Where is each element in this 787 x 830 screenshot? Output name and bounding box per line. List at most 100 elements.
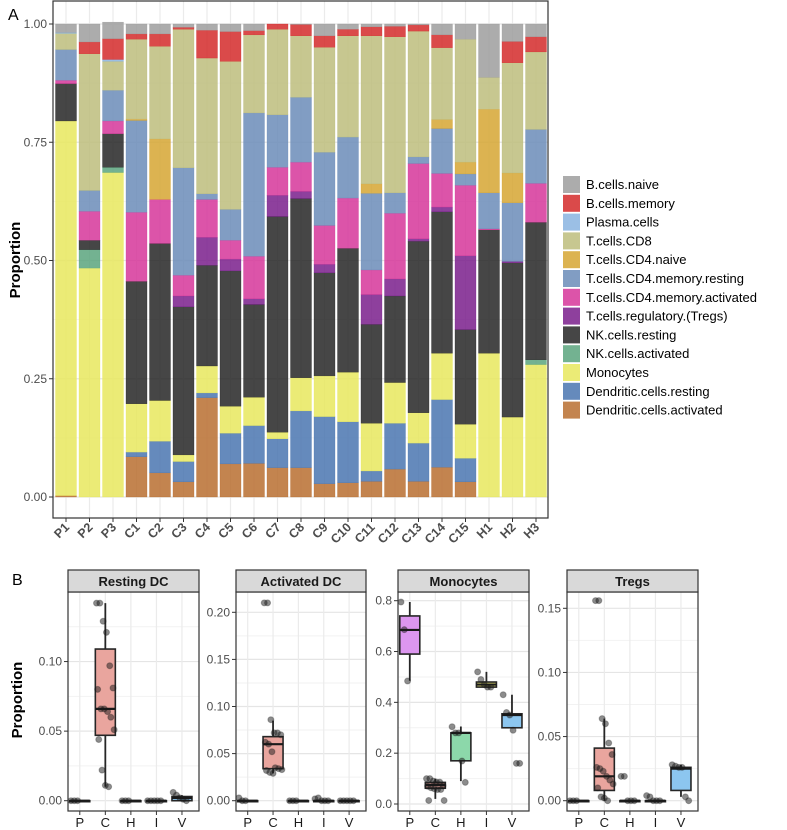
data-point (400, 626, 408, 634)
bar-segment-monocytes (219, 406, 242, 434)
data-point (499, 691, 507, 699)
bar-segment-b-cells-naive (337, 23, 359, 30)
data-point (509, 726, 517, 734)
bar-segment-nk-cells-resting (102, 133, 124, 168)
data-point (264, 599, 272, 607)
y-tick-label: 0.2 (375, 746, 392, 760)
bar-segment-t-cells-cd4-memory-resting (290, 97, 312, 163)
bar-segment-dendritic-cells-activated (384, 468, 406, 498)
bar-segment-b-cells-memory (313, 35, 336, 48)
legend: B.cells.naive B.cells.memory Plasma.cells T… (563, 176, 757, 419)
x-tick-label: H (294, 815, 303, 830)
bar-segment-t-cells-regulatory-tregs- (266, 195, 289, 217)
legend-label: T.cells.regulatory.(Tregs) (586, 309, 728, 324)
bar-segment-dendritic-cells-activated (172, 481, 195, 498)
bar-C13 (407, 23, 430, 498)
bar-segment-nk-cells-activated (78, 249, 101, 269)
bar-segment-nk-cells-resting (219, 270, 242, 407)
legend-key (563, 364, 580, 381)
box-I (144, 797, 168, 805)
bar-segment-t-cells-cd4-memory-activated (360, 269, 383, 295)
x-tick-label: H1 (474, 520, 495, 541)
bar-segment-b-cells-naive (313, 23, 336, 36)
bar-segment-t-cells-regulatory-tregs- (384, 278, 406, 297)
bar-segment-t-cells-cd8 (431, 47, 453, 120)
bar-segment-t-cells-cd4-memory-activated (219, 240, 242, 260)
bar-segment-dendritic-cells-activated (196, 397, 218, 498)
bar-segment-t-cells-regulatory-tregs- (407, 238, 430, 242)
bar-segment-monocytes (125, 403, 148, 453)
bar-segment-t-cells-cd8 (125, 38, 148, 120)
bar-segment-nk-cells-resting (290, 198, 312, 378)
bar-segment-nk-cells-resting (525, 222, 547, 360)
bar-C11 (360, 23, 383, 498)
bar-segment-t-cells-cd4-memory-resting (219, 209, 242, 241)
y-tick-label: 0.00 (538, 794, 562, 808)
bar-H2 (501, 23, 524, 498)
bar-segment-b-cells-naive (125, 23, 148, 35)
bar-segment-nk-cells-resting (125, 281, 148, 404)
bar-segment-b-cells-memory (125, 33, 148, 40)
bar-segment-t-cells-cd4-memory-resting (360, 193, 383, 271)
bar-segment-b-cells-naive (290, 23, 312, 25)
bar-segment-monocytes (360, 423, 383, 472)
data-point (350, 797, 357, 805)
bar-segment-dendritic-cells-resting (219, 432, 242, 465)
y-tick-label: 0.20 (207, 605, 231, 619)
data-point (105, 783, 113, 791)
bar-segment-monocytes (266, 432, 289, 439)
facet-activated-dc: 0.00 0.05 0.10 0.15 0.20 P C H I V Activated DC (207, 569, 367, 830)
bar-segment-nk-cells-resting (337, 248, 359, 373)
bar-P1 (55, 23, 77, 498)
legend-key (563, 270, 580, 287)
facet-tregs: 0.00 0.05 0.10 0.15 P C H I V Tregs (538, 569, 699, 830)
facet-title: Activated DC (261, 574, 343, 589)
bar-C2 (149, 23, 171, 498)
data-point (292, 797, 300, 805)
bar-segment-b-cells-memory (525, 36, 547, 53)
bar-segment-t-cells-cd4-memory-activated (313, 225, 336, 265)
bar-segment-b-cells-naive (78, 23, 101, 43)
bar-segment-t-cells-cd4-memory-resting (337, 136, 359, 199)
data-point (94, 685, 102, 693)
box-iqr (450, 732, 472, 762)
bar-H1 (478, 23, 500, 498)
data-point (440, 796, 448, 804)
data-point (630, 797, 638, 805)
bar-segment-nk-cells-resting (313, 272, 336, 377)
bar-segment-b-cells-memory (172, 27, 195, 30)
x-tick-label: P3 (98, 520, 119, 541)
data-point (455, 729, 463, 737)
bar-segment-dendritic-cells-resting (196, 392, 218, 398)
bar-segment-b-cells-memory (431, 34, 453, 48)
bar-segment-t-cells-regulatory-tregs- (196, 237, 218, 266)
bar-segment-t-cells-regulatory-tregs- (290, 191, 312, 199)
y-tick-label: 0.4 (375, 695, 392, 709)
y-tick-label: 0.8 (375, 594, 392, 608)
bar-segment-b-cells-naive (149, 23, 171, 35)
data-point (604, 797, 612, 805)
bar-segment-b-cells-memory (149, 33, 171, 47)
legend-key (563, 194, 580, 212)
bar-segment-nk-cells-resting (407, 240, 430, 413)
box-V (668, 761, 693, 805)
bar-segment-t-cells-cd8 (172, 29, 195, 168)
x-tick-label: C (600, 815, 609, 830)
bar-segment-t-cells-cd8 (407, 30, 430, 158)
bar-segment-dendritic-cells-resting (454, 458, 477, 483)
bar-segment-dendritic-cells-activated (149, 472, 171, 498)
facet-background (68, 592, 199, 811)
box-iqr (94, 648, 117, 737)
bar-segment-dendritic-cells-resting (290, 410, 312, 468)
bar-segment-t-cells-cd4-memory-activated (407, 163, 430, 239)
bar-segment-monocytes (78, 267, 101, 498)
x-tick-label: P (405, 815, 414, 830)
data-point (448, 723, 456, 731)
bar-segment-t-cells-cd4-memory-resting (501, 202, 524, 262)
bar-C1 (125, 23, 148, 498)
y-axis-label-b: Proportion (9, 662, 26, 739)
bar-segment-t-cells-cd8 (102, 61, 124, 91)
data-point (397, 598, 405, 606)
plot-border (52, 0, 549, 519)
